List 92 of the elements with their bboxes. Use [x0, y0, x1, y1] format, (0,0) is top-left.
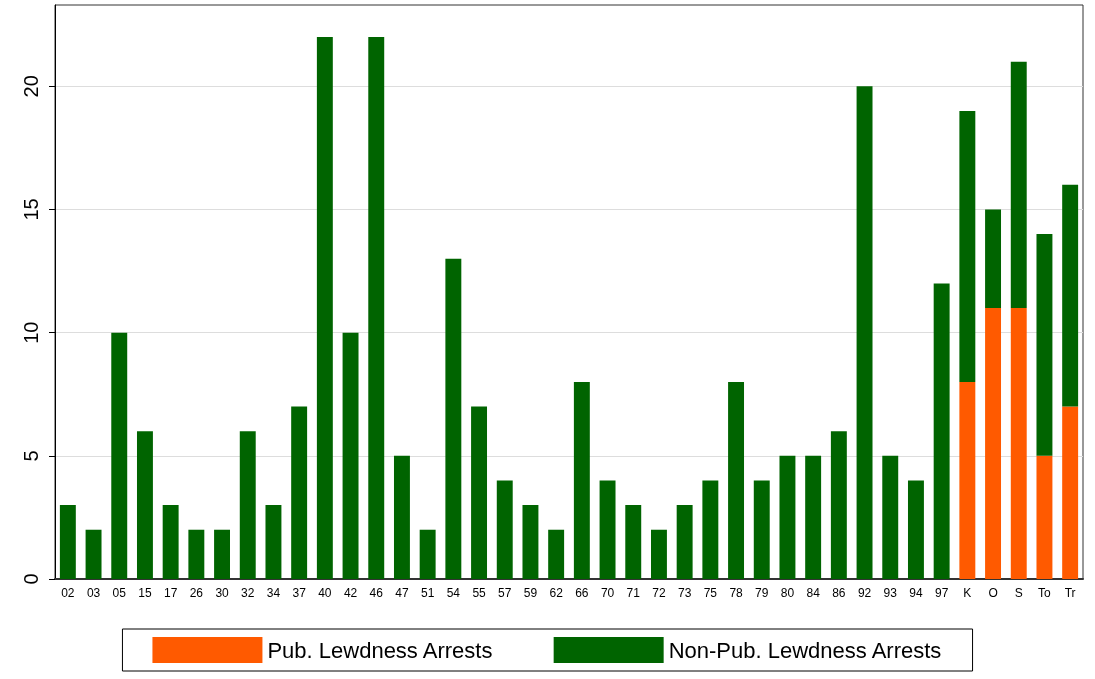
x-tick-label: 73: [677, 586, 692, 600]
bar: [882, 455, 899, 579]
bar: [419, 529, 436, 579]
y-tick-label: 0: [20, 573, 42, 585]
bar: [342, 332, 359, 579]
x-tick-label: 02: [61, 586, 75, 600]
bar: [805, 455, 822, 579]
bar: [599, 480, 616, 579]
x-tick-label: 78: [729, 586, 744, 600]
bar: [471, 406, 488, 579]
bar: [265, 505, 282, 579]
bar: [856, 86, 873, 579]
x-tick-label: 66: [575, 586, 589, 600]
bar: [1036, 455, 1053, 579]
x-tick-label: 75: [703, 586, 718, 600]
x-tick-label: 03: [86, 586, 101, 600]
x-tick-label: 92: [857, 586, 872, 600]
bar: [496, 480, 513, 579]
bar: [779, 455, 796, 579]
bar: [111, 332, 128, 579]
x-tick-label: 17: [163, 586, 178, 600]
bar: [985, 209, 1002, 309]
x-tick-label: 26: [189, 586, 204, 600]
bar: [239, 431, 256, 579]
legend-label: Pub. Lewdness Arrests: [267, 637, 493, 663]
y-tick-label: 5: [20, 450, 42, 462]
x-tick-label: 42: [343, 586, 358, 600]
x-tick-label: 37: [292, 586, 307, 600]
bar: [573, 381, 590, 579]
y-tick-label: 20: [20, 75, 42, 98]
x-tick-label: 80: [780, 586, 795, 600]
x-tick-label: 15: [138, 586, 152, 600]
bar: [933, 283, 950, 579]
x-tick-label: 79: [755, 586, 769, 600]
x-tick-label: 97: [934, 586, 949, 600]
x-tick-label: 34: [266, 586, 281, 600]
bar: [136, 431, 153, 579]
x-tick-label: To: [1038, 586, 1052, 600]
bar: [702, 480, 719, 579]
bar: [1062, 406, 1079, 579]
x-tick-label: 54: [446, 586, 461, 600]
bar: [85, 529, 102, 579]
x-tick-label: 40: [318, 586, 332, 600]
bar: [214, 529, 231, 579]
x-tick-label: 84: [806, 586, 821, 600]
x-tick-label: 70: [600, 586, 615, 600]
y-tick-label: 15: [20, 198, 42, 221]
bar: [316, 37, 333, 579]
bar: [830, 431, 847, 579]
x-tick-label: 62: [549, 586, 564, 600]
bar: [1010, 61, 1027, 309]
bar: [368, 37, 385, 579]
bar: [162, 505, 179, 579]
bar: [291, 406, 308, 579]
bar: [1036, 234, 1053, 456]
bar: [445, 258, 462, 579]
x-tick-label: O: [988, 586, 998, 600]
x-tick-label: 32: [241, 586, 255, 600]
x-tick-label: 51: [420, 586, 435, 600]
bar: [985, 308, 1002, 579]
x-tick-label: 86: [832, 586, 846, 600]
x-tick-label: 30: [215, 586, 230, 600]
x-tick-label: 46: [369, 586, 384, 600]
x-tick-label: 05: [112, 586, 127, 600]
x-tick-label: 94: [909, 586, 923, 600]
bar: [728, 381, 745, 579]
bar: [393, 455, 410, 579]
x-tick-label: 47: [395, 586, 409, 600]
x-tick-label: 57: [498, 586, 512, 600]
bar: [1010, 308, 1027, 579]
bar: [188, 529, 205, 579]
x-tick-label: 71: [626, 586, 641, 600]
x-tick-label: Tr: [1064, 586, 1076, 600]
bar: [959, 381, 976, 579]
bar: [650, 529, 667, 579]
x-tick-label: 59: [523, 586, 538, 600]
x-tick-label: 72: [652, 586, 666, 600]
x-tick-label: 55: [472, 586, 487, 600]
bar: [959, 110, 976, 382]
x-tick-label: 93: [883, 586, 898, 600]
bar: [548, 529, 565, 579]
bar: [676, 505, 693, 579]
x-tick-label: S: [1014, 586, 1023, 600]
legend-label: Non-Pub. Lewdness Arrests: [668, 637, 942, 663]
bar: [625, 505, 642, 579]
bar: [59, 505, 76, 579]
x-tick-label: K: [963, 586, 972, 600]
bar: [1062, 184, 1079, 407]
y-tick-label: 10: [20, 321, 42, 344]
bar: [753, 480, 770, 579]
bar: [522, 505, 539, 579]
bar: [907, 480, 924, 579]
